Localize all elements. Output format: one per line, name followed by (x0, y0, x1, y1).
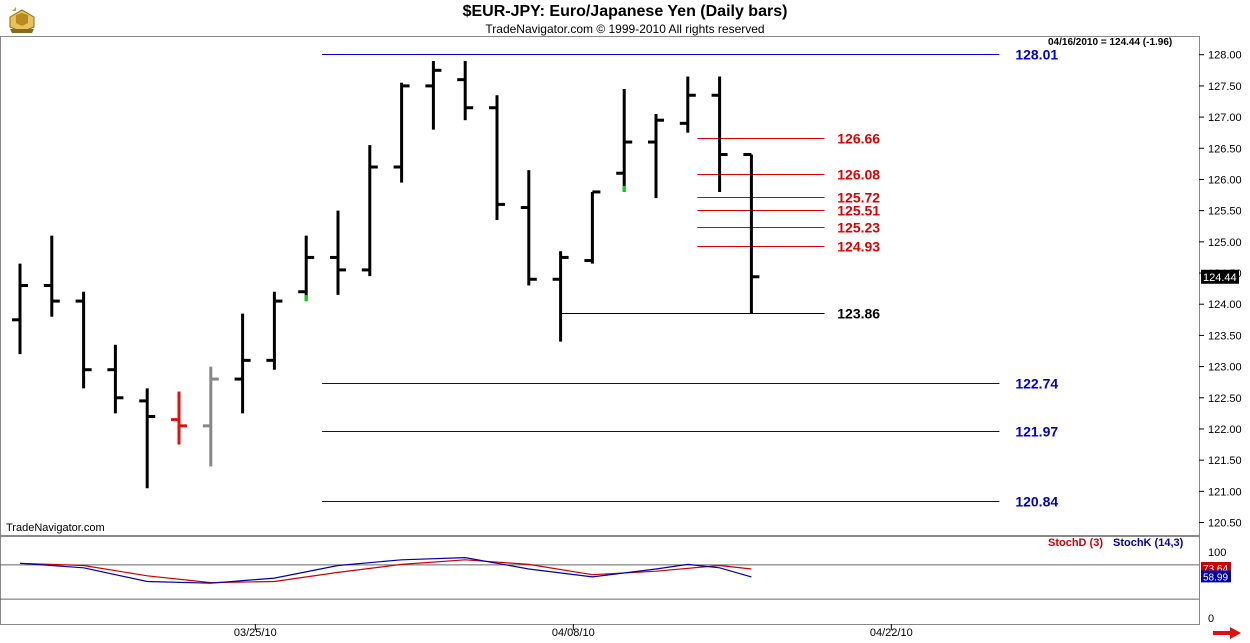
date-axis-ticks: 03/25/10 04/08/10 04/22/10 (234, 624, 913, 639)
last-price-box (1201, 269, 1239, 284)
stochd-value-label: 73.64 (1203, 564, 1228, 575)
stoch-line (19, 556, 752, 584)
price-tick-label: 120.50 (1208, 518, 1242, 530)
stoch-tick-label: 0 (1208, 613, 1214, 625)
price-tick-label: 128.00 (1208, 50, 1242, 62)
ohlc-bar (711, 76, 728, 192)
last-quote: 04/16/2010 = 124.44 (-1.96) (1048, 37, 1173, 48)
last-price-label: 124.44 (1203, 272, 1237, 284)
stochk-value-label: 58.99 (1203, 572, 1228, 583)
bars-layer (12, 60, 760, 489)
date-tick-label: 04/22/10 (870, 627, 913, 639)
price-tick-label: 121.50 (1208, 455, 1242, 467)
level-label: 128.01 (1015, 47, 1058, 63)
ohlc-bar (552, 251, 569, 342)
ohlc-bar (139, 388, 156, 489)
ohlc-bar (489, 95, 505, 221)
price-tick-label: 121.00 (1208, 486, 1242, 498)
stoch-line (19, 559, 752, 584)
price-tick-label: 125.00 (1208, 237, 1242, 249)
level-label: 125.72 (837, 190, 880, 206)
ohlc-bar (584, 190, 601, 264)
ohlc-bar (298, 235, 315, 302)
watermark: TradeNavigator.com (6, 522, 105, 534)
ohlc-bar (330, 210, 346, 295)
level-label: 124.93 (837, 239, 880, 255)
logo-icon (9, 7, 35, 33)
indicator-panel-border (0, 536, 1200, 625)
ohlc-bar (75, 291, 92, 389)
ohlc-bar (234, 313, 251, 414)
right-arrow-icon[interactable] (1212, 626, 1242, 640)
price-tick-label: 124.00 (1208, 299, 1242, 311)
ohlc-bar (616, 89, 633, 192)
ohlc-bar (457, 60, 474, 121)
price-tick-label: 126.00 (1208, 174, 1242, 186)
date-tick-label: 04/08/10 (552, 627, 595, 639)
level-label: 120.84 (1015, 494, 1058, 510)
level-label: 125.23 (837, 220, 880, 236)
price-panel-border (0, 36, 1200, 536)
price-tick-label: 127.50 (1208, 81, 1242, 93)
ohlc-bar (425, 60, 442, 130)
stochk-value-box (1201, 570, 1231, 583)
price-tick-label: 125.50 (1208, 206, 1242, 218)
ohlc-bar (393, 82, 410, 183)
stochk-legend: StochK (14,3) (1113, 537, 1184, 549)
stoch-tick-label: 100 (1208, 547, 1226, 559)
chart-subtitle: TradeNavigator.com © 1999-2010 All right… (485, 22, 765, 36)
ohlc-bar (107, 344, 124, 414)
price-tick-label: 122.00 (1208, 424, 1242, 436)
ohlc-bar (743, 153, 760, 313)
stochd-legend: StochD (3) (1048, 537, 1103, 549)
ohlc-bar (648, 113, 664, 199)
ohlc-bar (266, 291, 283, 370)
ohlc-bar (12, 263, 28, 355)
ohlc-bar (361, 145, 378, 277)
ohlc-bar (202, 366, 219, 467)
price-axis-ticks: 128.00 127.50 127.00 126.50 126.00 125.50 125.… (1199, 50, 1242, 530)
level-label: 121.97 (1015, 424, 1058, 440)
price-tick-label: 122.50 (1208, 393, 1242, 405)
price-tick-label: 123.00 (1208, 362, 1242, 374)
level-label: 123.86 (837, 306, 880, 322)
price-tick-label: 127.00 (1208, 112, 1242, 124)
levels-layer: 128.01 122.74 121.97 120.84 126.66 126.08 125.… (322, 47, 1058, 510)
ohlc-bar (171, 391, 187, 445)
level-label: 126.08 (837, 167, 880, 183)
level-label: 126.66 (837, 131, 880, 147)
price-tick-label: 123.50 (1208, 330, 1242, 342)
level-label: 122.74 (1015, 376, 1058, 392)
chart-title: $EUR-JPY: Euro/Japanese Yen (Daily bars) (462, 3, 788, 20)
date-tick-label: 03/25/10 (234, 627, 277, 639)
ohlc-bar (43, 235, 60, 317)
price-tick-label: 126.50 (1208, 143, 1242, 155)
ohlc-bar (520, 170, 537, 286)
level-label: 125.51 (837, 203, 880, 219)
ohlc-bar (679, 76, 696, 133)
